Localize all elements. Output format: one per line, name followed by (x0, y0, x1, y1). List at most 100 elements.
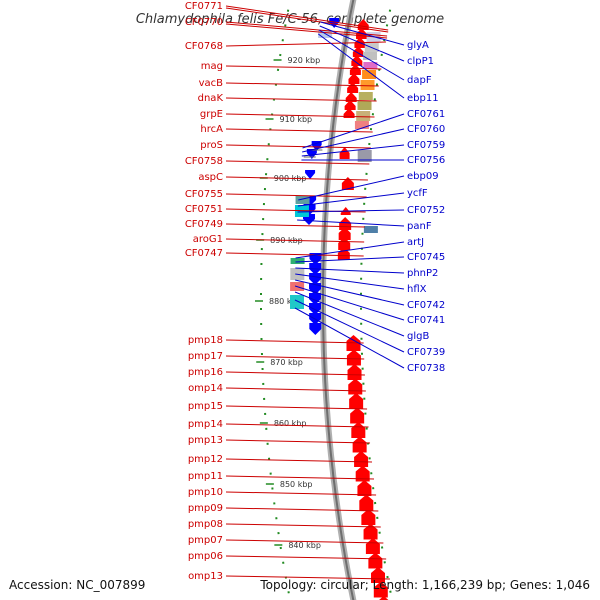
forward-gene (352, 436, 367, 453)
reverse-gene (309, 303, 322, 315)
gene-label-dapf: dapF (407, 75, 432, 86)
leader-line (318, 33, 405, 99)
gene-label-cf0759: CF0759 (407, 140, 445, 151)
leader-line (225, 555, 387, 560)
feature-box-11 (363, 226, 378, 233)
leader-line (225, 475, 375, 480)
leader-line (225, 371, 365, 376)
leader-line (294, 307, 405, 369)
forward-gene (351, 422, 366, 438)
gene-label-cf0770: CF0770 (185, 17, 223, 28)
feature-box-3 (363, 62, 378, 69)
gene-label-pmp17: pmp17 (188, 351, 223, 362)
backbone-inner (322, 0, 355, 600)
leader-line (225, 238, 365, 243)
leader-line (225, 339, 364, 344)
gene-label-cf0755: CF0755 (185, 189, 223, 200)
gene-label-cf0747: CF0747 (185, 248, 223, 259)
leader-line (297, 219, 405, 227)
forward-gene (349, 393, 364, 409)
gene-label-dnak: dnaK (198, 93, 224, 104)
gene-label-pmp18: pmp18 (188, 335, 223, 346)
gene-label-cf0760: CF0760 (407, 124, 445, 135)
gene-label-pmp15: pmp15 (188, 401, 223, 412)
scale-label: 860 kbp (274, 419, 307, 428)
gene-label-mag: mag (201, 61, 223, 72)
leader-line (294, 291, 405, 337)
forward-gene (350, 407, 365, 424)
leader-line (225, 355, 365, 360)
leader-line (225, 405, 368, 410)
gene-label-pros: proS (200, 140, 223, 151)
forward-gene (373, 581, 388, 598)
leader-line (225, 523, 381, 528)
gene-label-arog1: aroG1 (193, 234, 223, 245)
reverse-gene (305, 170, 316, 179)
forward-gene (355, 465, 370, 482)
gene-label-hflx: hflX (407, 284, 427, 295)
leader-line (225, 539, 384, 544)
leader-line (225, 458, 373, 463)
reverse-gene (306, 149, 317, 159)
forward-gene (346, 349, 361, 366)
feature-box-8 (356, 111, 371, 121)
leader-line (297, 209, 405, 213)
leader-line (225, 7, 389, 33)
guide-ring-0 (360, 0, 394, 600)
gene-label-pmp10: pmp10 (188, 487, 223, 498)
leader-line (297, 192, 405, 207)
gene-label-cf0768: CF0768 (185, 41, 223, 52)
leader-line (225, 23, 388, 39)
gene-label-hrca: hrcA (200, 124, 223, 135)
forward-gene (379, 596, 389, 600)
forward-gene (345, 92, 357, 102)
gene-label-grpe: grpE (200, 109, 223, 120)
forward-gene (348, 73, 360, 84)
gene-label-pmp14: pmp14 (188, 419, 223, 430)
forward-gene (339, 147, 350, 159)
leader-line (225, 21, 388, 37)
leader-line (225, 113, 375, 118)
gene-label-pmp09: pmp09 (188, 503, 223, 514)
forward-gene (347, 364, 362, 380)
gene-label-omp13: omp13 (188, 571, 223, 582)
leader-line (318, 29, 405, 81)
gene-label-pmp06: pmp06 (188, 551, 223, 562)
gene-label-cf0771: CF0771 (185, 1, 223, 12)
scale-label: 880 kbp (269, 297, 302, 306)
forward-gene (343, 108, 355, 118)
feature-box-13 (295, 196, 310, 204)
leader-line (295, 256, 405, 263)
gene-label-vacb: vacB (199, 78, 224, 89)
forward-gene (363, 523, 378, 540)
gene-labels: CF0771 CF0770 CF0768 mag vacB dnaK grpE hrcA pro… (185, 1, 445, 582)
gene-label-pmp11: pmp11 (188, 471, 223, 482)
guide-ring-1 (260, 0, 292, 600)
leader-line (298, 175, 405, 201)
leader-line (225, 223, 365, 228)
leader-line (225, 65, 382, 70)
gene-label-cf0756: CF0756 (407, 155, 445, 166)
leader-line (225, 387, 366, 392)
gene-label-phnp2: phnP2 (407, 268, 438, 279)
forward-gene (354, 451, 369, 467)
gene-label-cf0738: CF0738 (407, 363, 445, 374)
leader-line (225, 82, 379, 87)
scale-label: 910 kbp (280, 115, 313, 124)
reverse-gene (311, 141, 322, 151)
leader-line (302, 128, 405, 153)
scale-label: 870 kbp (270, 358, 303, 367)
feature-box-2 (363, 52, 378, 60)
gene-label-panf: panF (407, 221, 432, 232)
leader-line (225, 575, 390, 580)
leader-line (295, 279, 405, 306)
topology-text: Topology: circular; Length: 1,166,239 bp… (260, 578, 590, 592)
feature-box-9 (354, 121, 369, 129)
gene-label-ebp09: ebp09 (407, 171, 439, 182)
feature-box-4 (362, 70, 377, 79)
scale-label: 850 kbp (280, 480, 313, 489)
forward-gene (344, 100, 356, 110)
leader-line (301, 144, 405, 157)
gene-label-cf0749: CF0749 (185, 219, 223, 230)
forward-gene (365, 538, 380, 554)
